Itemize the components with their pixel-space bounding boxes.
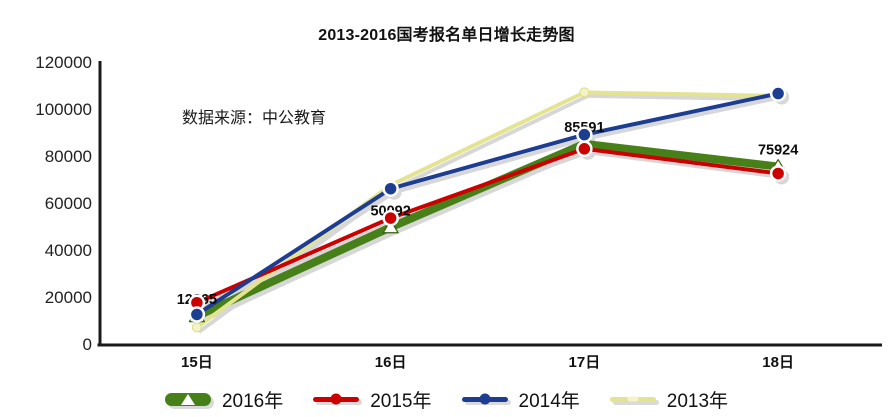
chart-title: 2013-2016国考报名单日增长走势图	[318, 27, 575, 44]
legend-line-triangle-icon	[164, 392, 211, 406]
legend-line-icon	[609, 396, 656, 402]
x-tick-label: 17日	[568, 354, 601, 371]
legend-item-2015: 2015年	[313, 386, 432, 413]
y-tick-label: 120000	[35, 53, 92, 72]
y-tick-label: 0	[82, 335, 92, 354]
legend-item-2013: 2013年	[609, 386, 729, 413]
line-shadows	[192, 89, 790, 333]
axes	[97, 61, 882, 347]
legend-line-dot-icon	[313, 393, 360, 405]
y-tick-label: 80000	[44, 147, 92, 166]
x-tick-label: 18日	[762, 354, 794, 371]
legend-label: 2014年	[518, 390, 580, 412]
series-lines	[192, 90, 783, 330]
legend-label: 2016年	[221, 390, 284, 412]
data-label: 75924	[758, 143, 798, 159]
y-tick-label: 40000	[44, 241, 92, 260]
legend-item-2016: 2016年	[164, 386, 284, 413]
y-tick-label: 20000	[44, 288, 92, 307]
legend-label: 2013年	[666, 390, 729, 412]
x-tick-label: 16日	[374, 354, 407, 371]
y-tick-label: 60000	[44, 194, 92, 213]
x-tick-label: 15日	[181, 354, 213, 371]
legend-item-2014: 2014年	[461, 386, 580, 413]
chart-legend: 2016年 2015年 2014年 2013年	[0, 383, 893, 415]
y-tick-label: 100000	[35, 100, 92, 119]
legend-line-dot-icon	[461, 393, 508, 405]
source-note: 数据来源：中公教育	[182, 110, 327, 127]
legend-label: 2015年	[370, 390, 432, 412]
series-markers	[188, 85, 787, 333]
